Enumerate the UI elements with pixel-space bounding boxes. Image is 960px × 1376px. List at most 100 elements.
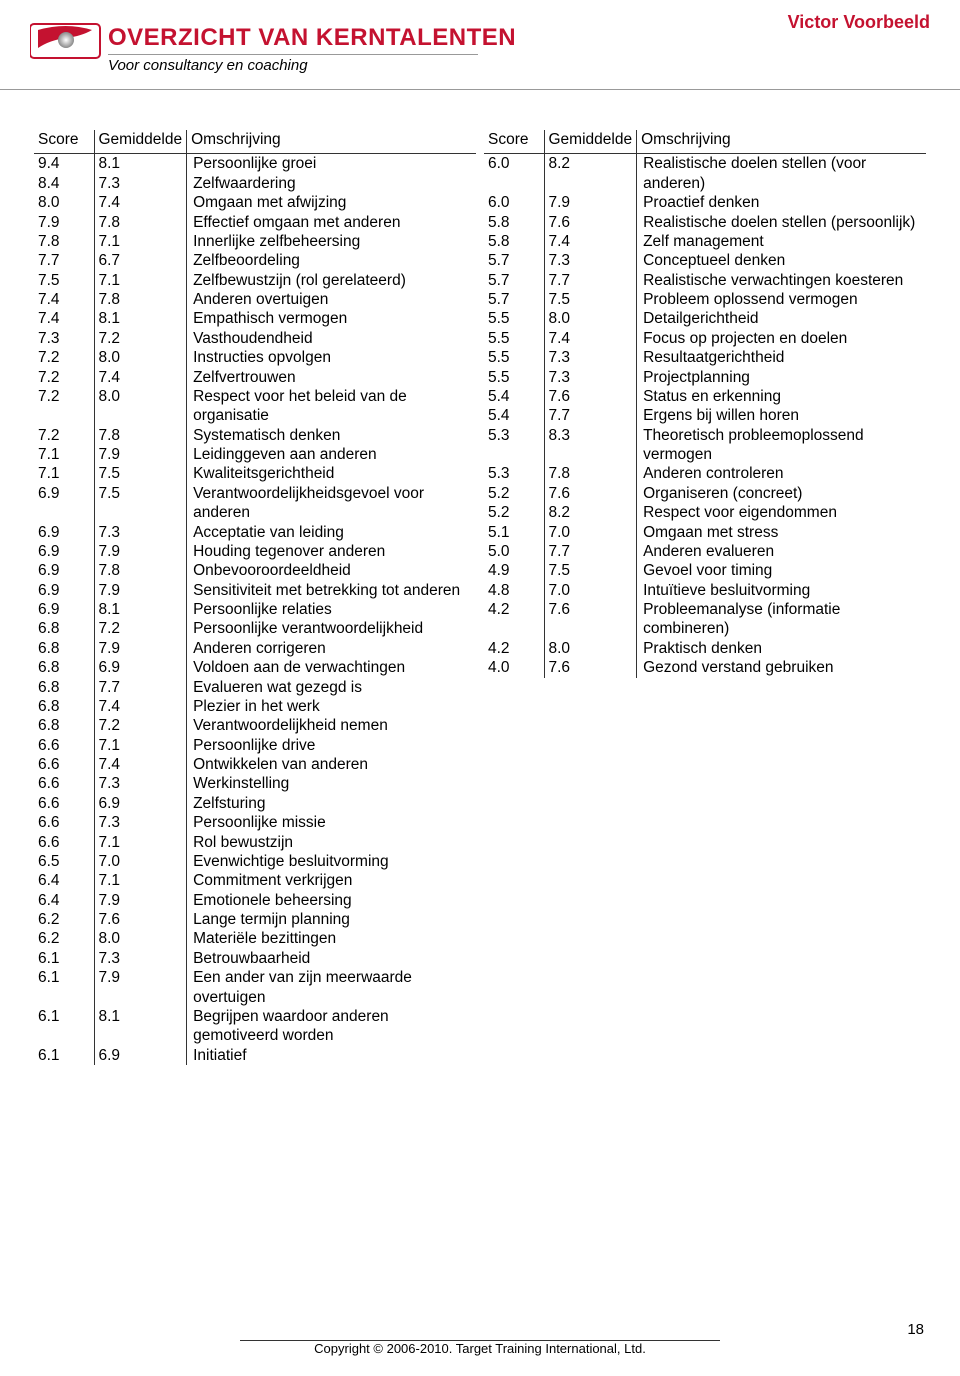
table-row: 7.57.1Zelfbewustzijn (rol gerelateerd) xyxy=(34,271,476,290)
avg-cell: 7.4 xyxy=(94,755,187,774)
avg-cell: 7.3 xyxy=(544,368,637,387)
score-cell: 6.9 xyxy=(34,542,94,561)
avg-cell: 7.2 xyxy=(94,329,187,348)
score-cell: 5.3 xyxy=(484,426,544,465)
desc-cell: Zelfwaardering xyxy=(187,174,476,193)
avg-cell: 7.9 xyxy=(94,445,187,464)
score-cell: 7.4 xyxy=(34,309,94,328)
table-row: 6.18.1Begrijpen waardoor anderen gemotiv… xyxy=(34,1007,476,1046)
desc-cell: Onbevooroordeeldheid xyxy=(187,561,476,580)
desc-cell: Leidinggeven aan anderen xyxy=(187,445,476,464)
avg-cell: 8.3 xyxy=(544,426,637,465)
desc-cell: Intuïtieve besluitvorming xyxy=(637,581,926,600)
desc-cell: Begrijpen waardoor anderen gemotiveerd w… xyxy=(187,1007,476,1046)
score-cell: 7.3 xyxy=(34,329,94,348)
score-cell: 6.2 xyxy=(34,910,94,929)
table-row: 6.16.9Initiatief xyxy=(34,1046,476,1065)
desc-cell: Anderen overtuigen xyxy=(187,290,476,309)
score-cell: 5.7 xyxy=(484,271,544,290)
score-cell: 4.9 xyxy=(484,561,544,580)
avg-cell: 7.6 xyxy=(544,658,637,677)
score-cell: 7.2 xyxy=(34,426,94,445)
table-row: 5.07.7Anderen evalueren xyxy=(484,542,926,561)
score-cell: 6.6 xyxy=(34,755,94,774)
col-header-avg: Gemiddelde xyxy=(94,130,187,154)
avg-cell: 7.6 xyxy=(544,600,637,639)
score-cell: 7.2 xyxy=(34,348,94,367)
avg-cell: 8.1 xyxy=(94,1007,187,1046)
desc-cell: Emotionele beheersing xyxy=(187,891,476,910)
avg-cell: 7.4 xyxy=(94,193,187,212)
score-cell: 7.9 xyxy=(34,213,94,232)
score-cell: 5.4 xyxy=(484,387,544,406)
person-name: Victor Voorbeeld xyxy=(788,12,930,33)
table-row: 5.47.6Status en erkenning xyxy=(484,387,926,406)
desc-cell: Status en erkenning xyxy=(637,387,926,406)
page-header: OVERZICHT VAN KERNTALENTEN Voor consulta… xyxy=(0,0,960,90)
score-cell: 6.8 xyxy=(34,678,94,697)
table-row: 5.57.4Focus op projecten en doelen xyxy=(484,329,926,348)
score-cell: 4.0 xyxy=(484,658,544,677)
copyright-text: Copyright © 2006-2010. Target Training I… xyxy=(314,1341,646,1356)
desc-cell: Realistische doelen stellen (voor andere… xyxy=(637,154,926,193)
score-cell: 5.8 xyxy=(484,232,544,251)
desc-cell: Realistische doelen stellen (persoonlijk… xyxy=(637,213,926,232)
desc-cell: Zelfvertrouwen xyxy=(187,368,476,387)
table-row: 6.87.4Plezier in het werk xyxy=(34,697,476,716)
score-cell: 6.0 xyxy=(484,154,544,193)
table-row: 5.38.3Theoretisch probleemoplossend verm… xyxy=(484,426,926,465)
avg-cell: 7.7 xyxy=(544,406,637,425)
avg-cell: 7.1 xyxy=(94,736,187,755)
desc-cell: Realistische verwachtingen koesteren xyxy=(637,271,926,290)
score-cell: 6.8 xyxy=(34,716,94,735)
desc-cell: Evenwichtige besluitvorming xyxy=(187,852,476,871)
score-cell: 6.9 xyxy=(34,600,94,619)
score-cell: 5.5 xyxy=(484,368,544,387)
table-row: 7.76.7Zelfbeoordeling xyxy=(34,251,476,270)
avg-cell: 7.9 xyxy=(94,891,187,910)
table-row: 8.47.3Zelfwaardering xyxy=(34,174,476,193)
avg-cell: 7.8 xyxy=(94,426,187,445)
desc-cell: Focus op projecten en doelen xyxy=(637,329,926,348)
table-row: 6.08.2Realistische doelen stellen (voor … xyxy=(484,154,926,193)
score-cell: 7.5 xyxy=(34,271,94,290)
table-row: 6.97.5Verantwoordelijkheidsgevoel voor a… xyxy=(34,484,476,523)
page-footer: Copyright © 2006-2010. Target Training I… xyxy=(0,1340,960,1356)
desc-cell: Zelfbewustzijn (rol gerelateerd) xyxy=(187,271,476,290)
table-row: 7.37.2Vasthoudendheid xyxy=(34,329,476,348)
score-cell: 7.7 xyxy=(34,251,94,270)
desc-cell: Houding tegenover anderen xyxy=(187,542,476,561)
desc-cell: Zelfbeoordeling xyxy=(187,251,476,270)
score-cell: 6.6 xyxy=(34,833,94,852)
score-cell: 6.9 xyxy=(34,523,94,542)
left-table: Score Gemiddelde Omschrijving 9.48.1Pers… xyxy=(34,130,476,1065)
table-row: 4.97.5Gevoel voor timing xyxy=(484,561,926,580)
avg-cell: 7.1 xyxy=(94,833,187,852)
desc-cell: Verantwoordelijkheidsgevoel voor anderen xyxy=(187,484,476,523)
desc-cell: Proactief denken xyxy=(637,193,926,212)
desc-cell: Theoretisch probleemoplossend vermogen xyxy=(637,426,926,465)
table-row: 8.07.4Omgaan met afwijzing xyxy=(34,193,476,212)
score-cell: 6.4 xyxy=(34,891,94,910)
avg-cell: 7.8 xyxy=(94,213,187,232)
score-cell: 7.1 xyxy=(34,464,94,483)
table-row: 6.47.9Emotionele beheersing xyxy=(34,891,476,910)
avg-cell: 6.9 xyxy=(94,658,187,677)
score-cell: 5.2 xyxy=(484,484,544,503)
desc-cell: Instructies opvolgen xyxy=(187,348,476,367)
score-cell: 7.2 xyxy=(34,368,94,387)
table-row: 5.87.4Zelf management xyxy=(484,232,926,251)
score-cell: 6.1 xyxy=(34,949,94,968)
score-cell: 5.7 xyxy=(484,251,544,270)
table-row: 5.57.3Resultaatgerichtheid xyxy=(484,348,926,367)
score-cell: 6.6 xyxy=(34,774,94,793)
desc-cell: Probleemanalyse (informatie combineren) xyxy=(637,600,926,639)
desc-cell: Innerlijke zelfbeheersing xyxy=(187,232,476,251)
score-cell: 8.4 xyxy=(34,174,94,193)
avg-cell: 7.4 xyxy=(544,232,637,251)
table-row: 6.17.3Betrouwbaarheid xyxy=(34,949,476,968)
desc-cell: Omgaan met stress xyxy=(637,523,926,542)
col-header-score: Score xyxy=(484,130,544,154)
desc-cell: Zelfsturing xyxy=(187,794,476,813)
table-row: 5.77.3Conceptueel denken xyxy=(484,251,926,270)
